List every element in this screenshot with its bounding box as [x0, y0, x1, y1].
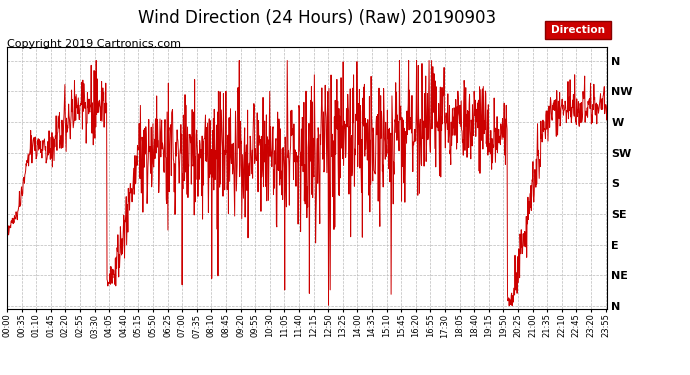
Text: Wind Direction (24 Hours) (Raw) 20190903: Wind Direction (24 Hours) (Raw) 20190903: [138, 9, 497, 27]
Text: Copyright 2019 Cartronics.com: Copyright 2019 Cartronics.com: [7, 39, 181, 50]
Text: Direction: Direction: [551, 26, 605, 35]
